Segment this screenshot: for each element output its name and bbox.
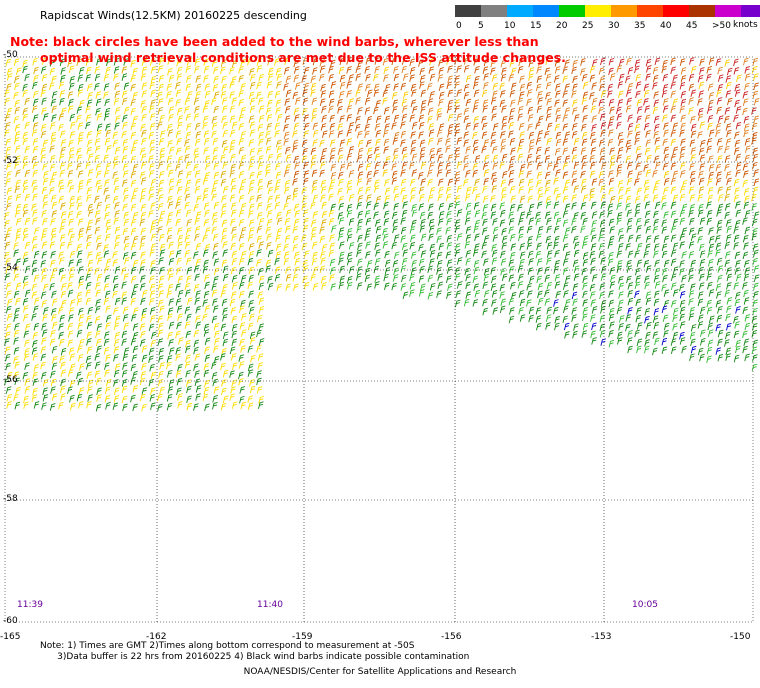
lon-label: -165 xyxy=(0,632,21,642)
notice-line-2: optimal wind retrieval conditions are me… xyxy=(40,50,566,65)
lon-label: -162 xyxy=(146,632,167,642)
scale-tick-label: 5 xyxy=(478,21,484,31)
pass-time: 11:40 xyxy=(257,600,283,610)
scale-tick-label: 40 xyxy=(660,21,672,31)
lon-label: -150 xyxy=(730,632,751,642)
lat-label: -60 xyxy=(3,616,18,626)
pass-time: 11:39 xyxy=(17,600,43,610)
scale-tick-label: 15 xyxy=(530,21,542,31)
scale-tick-label: 45 xyxy=(686,21,698,31)
color-swatch xyxy=(663,5,689,17)
scale-tick-label: 20 xyxy=(556,21,568,31)
scale-tick-label: 10 xyxy=(504,21,516,31)
scale-tick-label: 0 xyxy=(456,21,462,31)
footnote-line-1: Note: 1) Times are GMT 2)Times along bot… xyxy=(40,641,415,651)
color-swatch xyxy=(481,5,507,17)
scale-tick-label: >50 xyxy=(712,21,731,31)
scale-tick-label: 25 xyxy=(582,21,594,31)
lat-label: -56 xyxy=(3,375,18,385)
lon-label: -153 xyxy=(591,632,612,642)
color-swatch xyxy=(741,5,760,17)
color-swatch xyxy=(455,5,481,17)
color-swatch xyxy=(611,5,637,17)
speed-unit: knots xyxy=(733,20,758,30)
lat-label: -52 xyxy=(3,156,18,166)
plot-frame xyxy=(4,56,754,623)
credit: NOAA/NESDIS/Center for Satellite Applica… xyxy=(243,667,517,677)
color-swatch xyxy=(507,5,533,17)
color-swatch xyxy=(559,5,585,17)
color-swatch xyxy=(533,5,559,17)
lon-label: -159 xyxy=(292,632,313,642)
lat-lon-grid xyxy=(5,57,753,622)
color-scale-bar xyxy=(455,5,760,17)
color-swatch xyxy=(585,5,611,17)
pass-time: 10:05 xyxy=(632,600,658,610)
scale-tick-label: 30 xyxy=(608,21,620,31)
color-swatch xyxy=(715,5,741,17)
notice-line-1: Note: black circles have been added to t… xyxy=(10,34,539,49)
scale-tick-label: 35 xyxy=(634,21,646,31)
footnote-line-2: 3)Data buffer is 22 hrs from 20160225 4)… xyxy=(40,652,470,662)
footnote: Note: 1) Times are GMT 2)Times along bot… xyxy=(40,641,469,663)
color-scale-labels: 0 5 10 15 20 25 30 35 40 45 >50 xyxy=(455,21,755,33)
color-swatch xyxy=(689,5,715,17)
map-title: Rapidscat Winds(12.5KM) 20160225 descend… xyxy=(40,9,307,22)
color-swatch xyxy=(637,5,663,17)
wind-barbs xyxy=(4,57,760,412)
wind-speed-color-scale: 0 5 10 15 20 25 30 35 40 45 >50 xyxy=(455,5,760,33)
lat-label: -58 xyxy=(3,494,18,504)
lat-label: -50 xyxy=(3,50,18,60)
lat-label: -54 xyxy=(3,263,18,273)
lon-label: -156 xyxy=(441,632,462,642)
